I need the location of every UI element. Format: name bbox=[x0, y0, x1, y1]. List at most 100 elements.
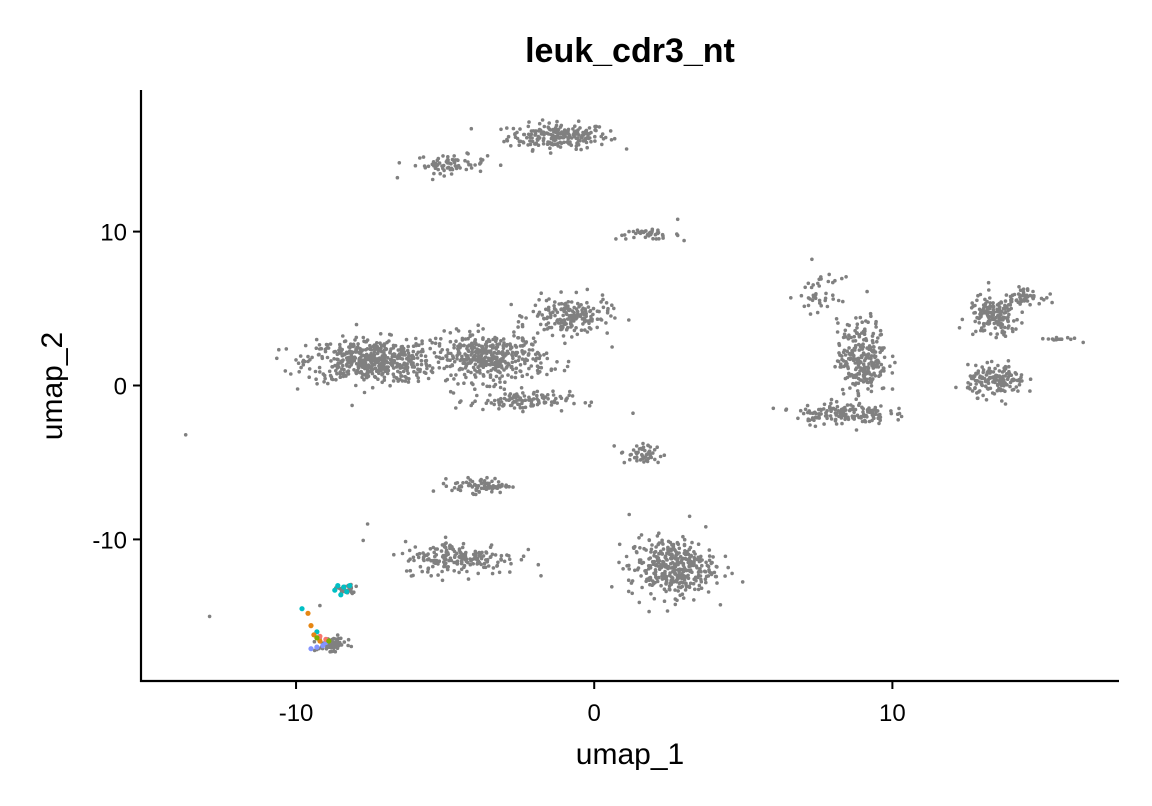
cell-point bbox=[1020, 310, 1024, 315]
cell-point bbox=[693, 587, 697, 592]
cell-point bbox=[561, 334, 566, 338]
cell-point bbox=[640, 585, 644, 590]
cell-point bbox=[981, 329, 985, 333]
cell-point bbox=[537, 298, 541, 302]
cell-point bbox=[643, 235, 648, 240]
cell-point bbox=[509, 144, 513, 148]
cell-point bbox=[467, 482, 472, 486]
cell-point bbox=[395, 376, 399, 381]
cell-point bbox=[502, 559, 507, 564]
cell-point bbox=[451, 391, 456, 395]
cell-point bbox=[537, 127, 542, 132]
cell-point bbox=[362, 390, 367, 395]
cell-point bbox=[394, 365, 399, 369]
cell-point bbox=[593, 134, 597, 139]
cell-point bbox=[476, 559, 481, 563]
cell-point bbox=[419, 353, 424, 358]
cell-point bbox=[443, 378, 448, 383]
cell-point bbox=[709, 561, 713, 566]
cell-point bbox=[338, 345, 342, 350]
cell-point bbox=[539, 361, 543, 365]
cell-point bbox=[545, 356, 550, 361]
cell-point bbox=[493, 382, 498, 387]
cell-point bbox=[650, 579, 655, 583]
cell-point bbox=[990, 391, 995, 395]
cell-point bbox=[454, 327, 459, 331]
cell-point bbox=[463, 158, 467, 163]
cell-point bbox=[876, 336, 880, 340]
cell-point bbox=[621, 567, 625, 571]
cell-point bbox=[538, 322, 543, 327]
cell-point bbox=[992, 310, 996, 315]
cell-point bbox=[861, 362, 866, 367]
cell-point bbox=[488, 555, 493, 559]
cell-point bbox=[462, 343, 466, 348]
cell-point bbox=[420, 569, 425, 574]
cell-point bbox=[434, 164, 439, 168]
cell-point bbox=[822, 402, 827, 407]
cell-point bbox=[466, 152, 470, 156]
cell-point bbox=[554, 129, 559, 133]
cell-point bbox=[363, 365, 367, 370]
cell-point bbox=[675, 578, 679, 582]
cell-point bbox=[829, 397, 834, 402]
cell-point bbox=[426, 570, 430, 574]
cell-point bbox=[855, 413, 860, 418]
cell-point bbox=[981, 321, 986, 326]
cell-point bbox=[491, 566, 496, 570]
cell-point bbox=[1002, 330, 1007, 335]
cell-point bbox=[1028, 389, 1032, 393]
cell-point bbox=[457, 484, 462, 489]
cell-point bbox=[688, 555, 692, 560]
cell-point bbox=[469, 370, 473, 375]
cell-point bbox=[1010, 326, 1014, 331]
cell-point bbox=[871, 331, 876, 336]
cell-point bbox=[481, 327, 485, 331]
cell-point bbox=[870, 378, 874, 383]
cell-point bbox=[726, 565, 730, 570]
cell-point bbox=[430, 370, 435, 375]
cell-point bbox=[418, 564, 423, 569]
cell-point bbox=[535, 350, 540, 355]
cell-point bbox=[544, 131, 549, 135]
cell-point bbox=[771, 406, 776, 411]
cell-point bbox=[487, 362, 491, 367]
cell-point bbox=[496, 350, 501, 354]
cell-point bbox=[552, 304, 556, 308]
cell-point bbox=[436, 167, 441, 172]
cell-point bbox=[315, 382, 319, 386]
cell-point bbox=[639, 574, 643, 578]
cell-point bbox=[987, 366, 992, 371]
cell-point bbox=[974, 329, 978, 334]
cell-point bbox=[366, 363, 371, 367]
cell-point bbox=[527, 397, 532, 402]
cell-point bbox=[857, 342, 861, 347]
cell-point bbox=[1011, 377, 1016, 382]
cell-point bbox=[605, 331, 609, 335]
cell-point bbox=[988, 369, 993, 374]
cell-point bbox=[1007, 364, 1011, 369]
cell-point bbox=[506, 351, 511, 356]
cell-point bbox=[433, 336, 438, 341]
cell-point bbox=[325, 343, 330, 347]
cell-point bbox=[359, 355, 363, 359]
cell-point bbox=[551, 389, 555, 394]
cell-point bbox=[535, 368, 540, 373]
cell-point bbox=[674, 553, 678, 558]
cell-point bbox=[503, 359, 507, 364]
cell-point bbox=[561, 133, 566, 137]
cell-point bbox=[827, 272, 831, 277]
cell-point bbox=[644, 579, 648, 584]
cell-point bbox=[530, 348, 535, 352]
cell-point bbox=[542, 400, 547, 404]
cell-point bbox=[416, 350, 421, 355]
cell-point bbox=[363, 358, 368, 362]
cell-point bbox=[983, 297, 987, 302]
cell-point bbox=[406, 559, 411, 563]
cell-point bbox=[814, 292, 818, 296]
cell-point bbox=[648, 564, 652, 568]
cell-point bbox=[502, 368, 506, 372]
cell-point bbox=[836, 359, 841, 364]
cell-point bbox=[565, 304, 570, 309]
cell-point bbox=[517, 402, 522, 407]
